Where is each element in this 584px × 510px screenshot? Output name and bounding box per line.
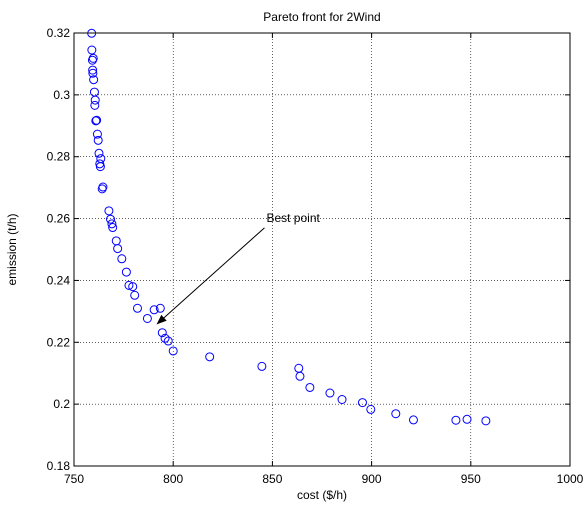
annotation-layer: Best point [156,211,320,325]
annotation-arrow [156,227,265,325]
data-point [168,346,178,356]
data-point [130,290,140,300]
y-tick-label: 0.2 [53,397,70,411]
axis-ticks: 750 800 850 900 950 1000 0.18 0.2 0.22 0.24 0.26 0.… [47,26,584,486]
data-points [87,28,491,426]
y-tick-label: 0.26 [47,212,71,226]
data-point [92,129,102,139]
data-point [89,75,99,85]
data-point [88,68,98,78]
y-tick-label: 0.3 [53,88,70,102]
data-point [90,95,100,105]
data-point [160,333,170,343]
data-point [87,28,97,38]
data-point [337,395,347,405]
x-tick-label: 750 [64,472,84,486]
data-point [98,182,108,192]
data-point [107,219,117,229]
data-point [357,398,367,408]
y-tick-label: 0.24 [47,273,71,287]
data-point [88,53,98,63]
y-axis-label: emission (t/h) [5,213,19,285]
grid-lines [74,33,570,466]
data-point [325,388,335,398]
data-point [90,100,100,110]
data-point [93,135,103,145]
data-point [88,65,98,75]
x-tick-label: 900 [362,472,382,486]
data-point [257,361,267,371]
data-point [205,352,215,362]
data-point [124,280,134,290]
x-tick-label: 850 [262,472,282,486]
data-point [87,45,97,55]
data-point [481,416,491,426]
data-point [157,328,167,338]
data-point [163,336,173,346]
data-point [128,282,138,292]
data-point [117,254,127,264]
data-point [305,382,315,392]
data-point [451,415,461,425]
data-point [295,371,305,381]
x-tick-label: 800 [163,472,183,486]
data-point [121,267,131,277]
x-tick-label: 1000 [557,472,584,486]
y-tick-label: 0.32 [47,26,71,40]
chart-title: Pareto front for 2Wind [263,10,380,24]
data-point [149,305,159,315]
y-tick-label: 0.22 [47,335,71,349]
annotation-text: Best point [266,211,320,225]
data-point [142,313,152,323]
data-point [462,414,472,424]
data-point [132,303,142,313]
x-axis-label: cost ($/h) [297,488,347,502]
data-point [92,115,102,125]
y-tick-label: 0.28 [47,150,71,164]
data-point [366,404,376,414]
data-point [108,223,118,233]
data-point [106,214,116,224]
data-point [155,303,165,313]
data-point [91,116,101,126]
data-point [408,415,418,425]
y-tick-label: 0.18 [47,459,71,473]
data-point [104,206,114,216]
data-point [94,148,104,158]
data-point [96,154,106,164]
data-point [113,244,123,254]
data-point [391,409,401,419]
x-tick-label: 950 [461,472,481,486]
plot-area-frame [73,32,571,467]
